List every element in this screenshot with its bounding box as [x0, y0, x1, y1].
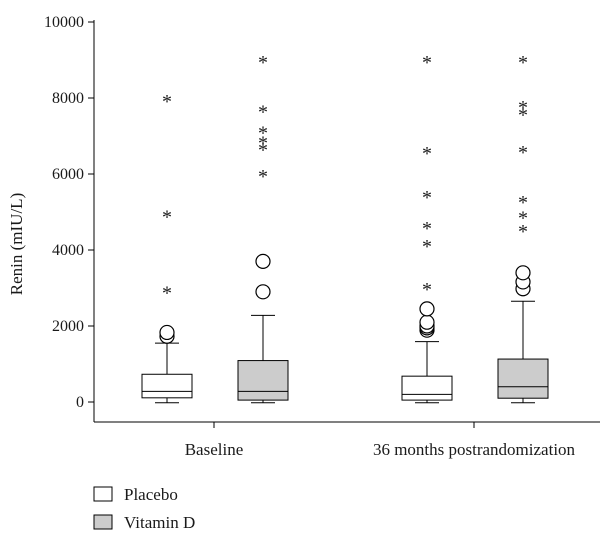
- axes: 0 2000 4000 6000 8000 10000 Baseline 36 months …: [44, 14, 600, 459]
- outlier-star: *: [422, 218, 432, 240]
- chart-marks: **********************: [141, 52, 549, 404]
- box-group: * * *: [141, 91, 193, 404]
- legend-label: Vitamin D: [124, 513, 195, 532]
- outlier-star: *: [422, 143, 432, 165]
- y-tick-label: 10000: [44, 14, 84, 31]
- outlier-circle: [255, 253, 271, 269]
- outlier-star: *: [258, 139, 268, 161]
- outlier-star: *: [162, 207, 172, 229]
- outlier-star: *: [518, 221, 528, 243]
- outlier-circle: [419, 301, 435, 317]
- outlier-star: *: [258, 123, 268, 145]
- outlier-star: *: [518, 142, 528, 164]
- legend-swatch: [93, 486, 113, 502]
- outlier-star: *: [422, 52, 432, 74]
- legend: Placebo Vitamin D: [93, 485, 195, 532]
- outlier-circle: [419, 314, 435, 330]
- box: [497, 358, 549, 399]
- outlier-circle: [515, 265, 531, 281]
- box-group: *******: [497, 52, 549, 404]
- y-tick-label: 4000: [52, 242, 84, 259]
- outlier-star: *: [162, 283, 172, 305]
- outlier-star: *: [258, 52, 268, 74]
- box: [401, 375, 453, 401]
- legend-swatch: [93, 514, 113, 530]
- y-tick-label: 8000: [52, 90, 84, 107]
- outlier-star: *: [518, 207, 528, 229]
- y-tick-label: 0: [76, 394, 84, 411]
- y-tick-label: 6000: [52, 166, 84, 183]
- outlier-star: *: [422, 187, 432, 209]
- outlier-star: *: [422, 279, 432, 301]
- outlier-star: *: [258, 132, 268, 154]
- outlier-star: *: [518, 105, 528, 127]
- box: [237, 360, 289, 401]
- box-group: ******: [401, 52, 453, 404]
- outlier-star: *: [518, 52, 528, 74]
- outlier-circle: [255, 284, 271, 300]
- outlier-star: *: [518, 97, 528, 119]
- y-tick-label: 2000: [52, 318, 84, 335]
- x-tick-label: Baseline: [185, 440, 244, 459]
- box: [141, 373, 193, 399]
- outlier-star: *: [258, 102, 268, 124]
- outlier-star: *: [258, 166, 268, 188]
- outlier-circle: [159, 324, 175, 341]
- outlier-star: *: [162, 91, 172, 113]
- x-tick-label: 36 months postrandomization: [373, 440, 576, 459]
- legend-label: Placebo: [124, 485, 178, 504]
- outlier-star: *: [518, 192, 528, 214]
- y-axis-label: Renin (mIU/L): [7, 193, 26, 295]
- outlier-star: *: [422, 236, 432, 258]
- box-group: ******: [237, 52, 289, 404]
